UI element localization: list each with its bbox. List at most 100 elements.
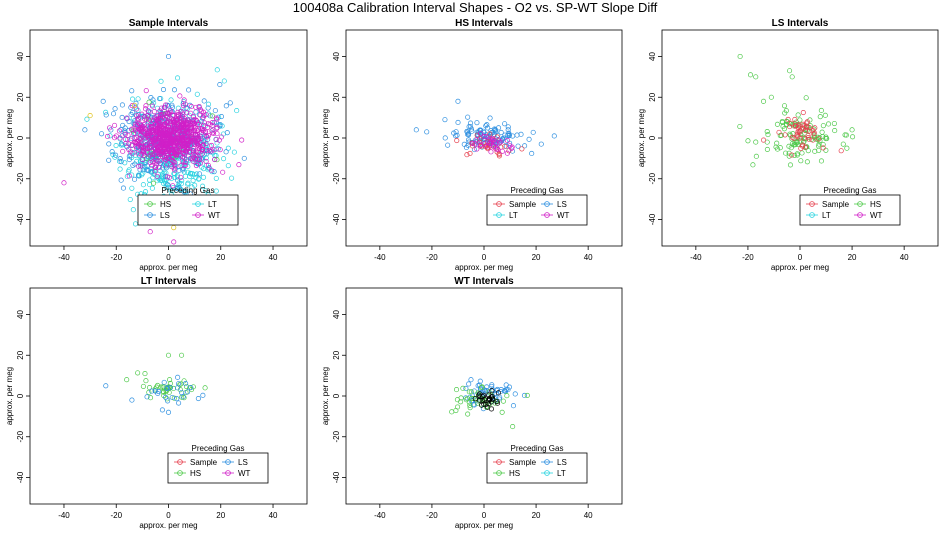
data-point-hs (786, 153, 792, 159)
data-point-sample (793, 122, 799, 129)
data-point-wt (216, 137, 222, 143)
data-point-ls (165, 182, 171, 188)
data-point-hs (764, 146, 770, 152)
data-point-sample (801, 123, 807, 129)
data-point-wt (162, 146, 168, 152)
data-point-ls (106, 157, 112, 163)
data-point-lt (179, 177, 185, 184)
y-tick-label: 40 (16, 309, 25, 318)
data-point-ls (109, 149, 115, 155)
data-point-wt (177, 93, 183, 99)
data-point-wt (214, 124, 220, 130)
data-point-ls (132, 176, 138, 182)
data-point-hs (764, 139, 770, 145)
data-point-wt (116, 128, 122, 134)
data-point-hs (798, 158, 804, 164)
data-point-ls (187, 102, 193, 108)
data-point-hs (781, 103, 788, 109)
data-point-ls (463, 385, 469, 391)
data-point-wt (209, 142, 215, 148)
data-point-sample (782, 132, 788, 138)
data-point-wt (162, 144, 168, 150)
data-point-hs (783, 150, 789, 156)
data-point-wt (174, 149, 180, 155)
data-point-hs (781, 126, 787, 132)
x-tick-label: 20 (532, 253, 541, 262)
data-point-wt (189, 125, 195, 131)
data-point-hs (464, 395, 470, 401)
panel-5: WT Intervals -40 -20 0 20 40 -40 -20 0 20 40 approx… (321, 276, 623, 530)
data-point-ls (466, 381, 472, 387)
x-tick-label: -20 (110, 253, 122, 262)
data-point-wt (180, 122, 186, 128)
data-point-ls (165, 53, 172, 60)
data-point-hs (777, 132, 783, 139)
data-point-hs (849, 127, 855, 133)
legend-marker-hs (147, 201, 153, 207)
data-point-ls (468, 377, 474, 383)
data-point-sample (477, 136, 483, 142)
panel-title: LT Intervals (141, 276, 197, 287)
data-point-ls (442, 117, 448, 123)
data-point-lt (160, 180, 167, 186)
data-point-ls (174, 385, 181, 391)
legend-label-sample: Sample (190, 458, 218, 467)
legend: Preceding Gas Sample LS LT WT (486, 186, 588, 226)
data-point-ls (213, 119, 219, 125)
data-point-hs (832, 128, 838, 134)
data-point-sample (785, 116, 791, 123)
data-point-wt (486, 137, 492, 143)
panel-4: LT Intervals -40 -20 0 20 40 -40 -20 0 20 40 approx… (5, 276, 308, 530)
x-tick-label: 20 (532, 511, 541, 520)
data-point-ls (120, 185, 126, 191)
legend-box (799, 194, 901, 226)
data-point-wt (182, 101, 188, 107)
y-tick-label: 0 (16, 393, 25, 398)
data-point-wt (162, 150, 168, 156)
data-point-lt (221, 156, 227, 162)
legend-box (486, 452, 588, 484)
y-tick-label: 0 (332, 393, 341, 398)
data-point-sample (494, 134, 500, 140)
data-point-hs (124, 377, 130, 383)
legend-marker-ls (544, 201, 550, 207)
x-tick-label: -40 (58, 511, 70, 520)
data-point-lt (161, 170, 167, 176)
data-point-wt (126, 173, 132, 179)
data-point-sample (789, 134, 795, 140)
data-point-lt (174, 174, 180, 180)
data-point-wt (105, 133, 111, 140)
data-point-wt (239, 137, 245, 143)
data-point-wt (135, 141, 141, 147)
data-point-hs (787, 68, 793, 74)
data-point-sample (810, 127, 816, 133)
data-point-wt (171, 159, 177, 165)
x-tick-label: -20 (426, 253, 438, 262)
data-point-sample (477, 139, 483, 145)
data-point-hs (820, 123, 826, 129)
data-point-ls (128, 111, 134, 118)
data-point-wt (201, 120, 208, 126)
data-point-sample (464, 152, 470, 158)
data-point-sample (792, 116, 798, 123)
y-axis-label: approx. per meg (5, 109, 14, 167)
data-point-ls (482, 388, 488, 394)
data-point-ls (514, 132, 520, 138)
data-point-wt (209, 130, 215, 136)
data-point-ls (103, 383, 109, 389)
data-point-hs (470, 395, 476, 401)
data-point-wt (127, 149, 133, 155)
data-point-ls (455, 98, 461, 104)
data-point-hs (817, 114, 823, 120)
data-point-sample (811, 131, 817, 137)
data-point-ls (483, 123, 489, 129)
y-tick-label: -40 (332, 471, 341, 483)
data-point-wt (182, 159, 188, 165)
y-axis-label: approx. per meg (321, 367, 330, 425)
x-tick-label: 0 (166, 253, 171, 262)
legend-box (486, 194, 588, 226)
data-point-ls (217, 82, 223, 88)
data-point-wt (203, 158, 209, 164)
data-point-ls (467, 120, 474, 126)
data-point-wt (211, 147, 217, 153)
